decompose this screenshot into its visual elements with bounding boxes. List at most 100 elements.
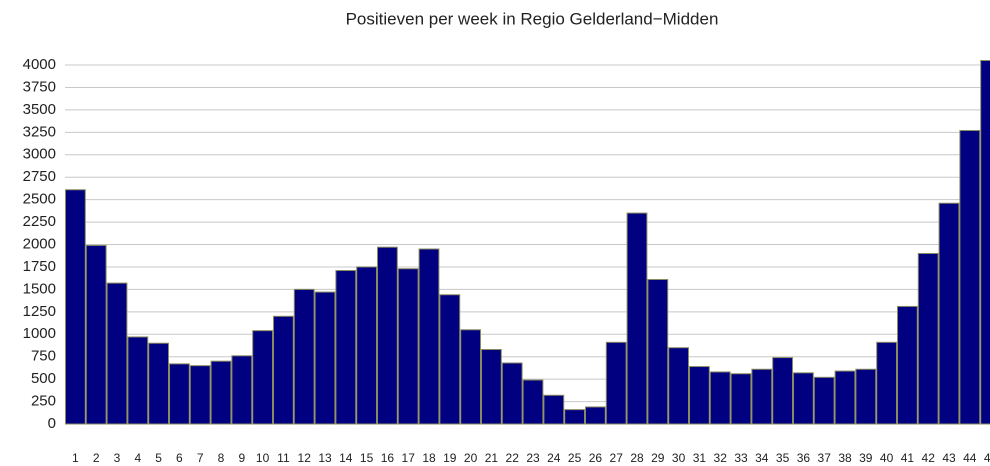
bar [730,373,752,425]
x-tick-label: 17 [402,451,416,465]
bar [668,347,690,425]
bar [772,357,794,425]
x-tick-label: 37 [818,451,832,465]
x-tick-label: 20 [464,451,478,465]
bar [855,368,877,425]
x-tick-label: 43 [942,451,956,465]
bar [897,305,918,425]
bar [917,252,939,425]
bar [127,336,149,425]
chart-title: Positieven per week in Regio Gelderland−… [346,9,719,28]
x-tick-label: 2 [93,451,100,465]
bar [709,371,731,425]
bar [605,341,627,425]
x-tick-label: 41 [901,451,915,465]
y-tick-label: 3750 [23,78,56,95]
bar [959,130,981,425]
bar [377,246,398,425]
bar [273,315,294,425]
bar [564,409,586,425]
x-tick-label: 19 [443,451,457,465]
bar [439,294,461,425]
x-tick-label: 29 [651,451,665,465]
x-tick-label: 34 [755,451,769,465]
x-tick-label: 36 [797,451,811,465]
x-tick-label: 24 [547,451,561,465]
x-tick-label: 33 [734,451,748,465]
x-tick-label: 1 [72,451,79,465]
bar [689,366,710,425]
x-tick-label: 8 [218,451,225,465]
y-tick-label: 3500 [23,101,56,118]
x-tick-label: 11 [277,451,290,465]
y-tick-label: 1000 [23,325,56,342]
y-tick-label: 2000 [23,235,56,252]
x-tick-label: 7 [197,451,204,465]
bar [876,341,898,425]
x-tick-label: 4 [134,451,141,465]
x-tick-label: 21 [485,451,499,465]
bar [314,291,336,425]
x-tick-label: 42 [922,451,936,465]
y-tick-label: 1750 [23,258,56,275]
y-tick-label: 500 [31,370,56,387]
x-tick-label: 10 [256,451,270,465]
x-tick-label: 28 [630,451,644,465]
y-tick-label: 2500 [23,191,56,208]
x-tick-label: 16 [381,451,395,465]
bar [252,330,273,425]
x-tick-label: 44 [963,451,977,465]
bar [189,365,211,425]
x-tick-label: 30 [672,451,686,465]
x-tick-label: 26 [589,451,603,465]
bar [356,266,378,425]
bar [813,376,835,425]
x-tick-label: 13 [318,451,332,465]
bar [751,368,773,425]
x-tick-label: 23 [526,451,540,465]
bar [460,329,482,425]
bar [65,189,86,425]
bar [335,270,357,425]
x-tick-label: 22 [506,451,520,465]
x-tick-label: 27 [610,451,624,465]
y-tick-label: 4000 [23,56,56,73]
x-tick-label: 39 [859,451,873,465]
y-tick-label: 1500 [23,280,56,297]
x-tick-label: 32 [714,451,728,465]
y-tick-label: 3250 [23,123,56,140]
y-tick-label: 2250 [23,213,56,230]
bar [293,288,315,425]
bar [85,244,107,425]
x-tick-label: 6 [176,451,183,465]
bar [397,268,419,425]
bar [481,349,502,425]
x-tick-label: 5 [155,451,162,465]
x-tick-label: 45 [984,451,990,465]
y-tick-label: 2750 [23,168,56,185]
bar [522,379,544,425]
x-tick-label: 18 [422,451,436,465]
x-tick-label: 12 [298,451,312,465]
y-tick-label: 250 [31,393,56,410]
y-tick-label: 1250 [23,303,56,320]
bar [543,394,565,425]
x-tick-label: 3 [114,451,121,465]
x-tick-label: 14 [339,451,353,465]
x-tick-label: 40 [880,451,894,465]
x-tick-label: 35 [776,451,790,465]
bar [169,363,190,425]
bar [418,248,440,425]
x-tick-label: 31 [693,451,707,465]
y-tick-label: 0 [48,415,56,432]
y-tick-label: 750 [31,348,56,365]
bar [501,362,523,425]
bar [647,279,669,425]
bar [980,60,990,425]
x-tick-label: 9 [238,451,245,465]
bar [585,406,606,425]
bar [938,202,960,425]
bar [834,370,856,425]
